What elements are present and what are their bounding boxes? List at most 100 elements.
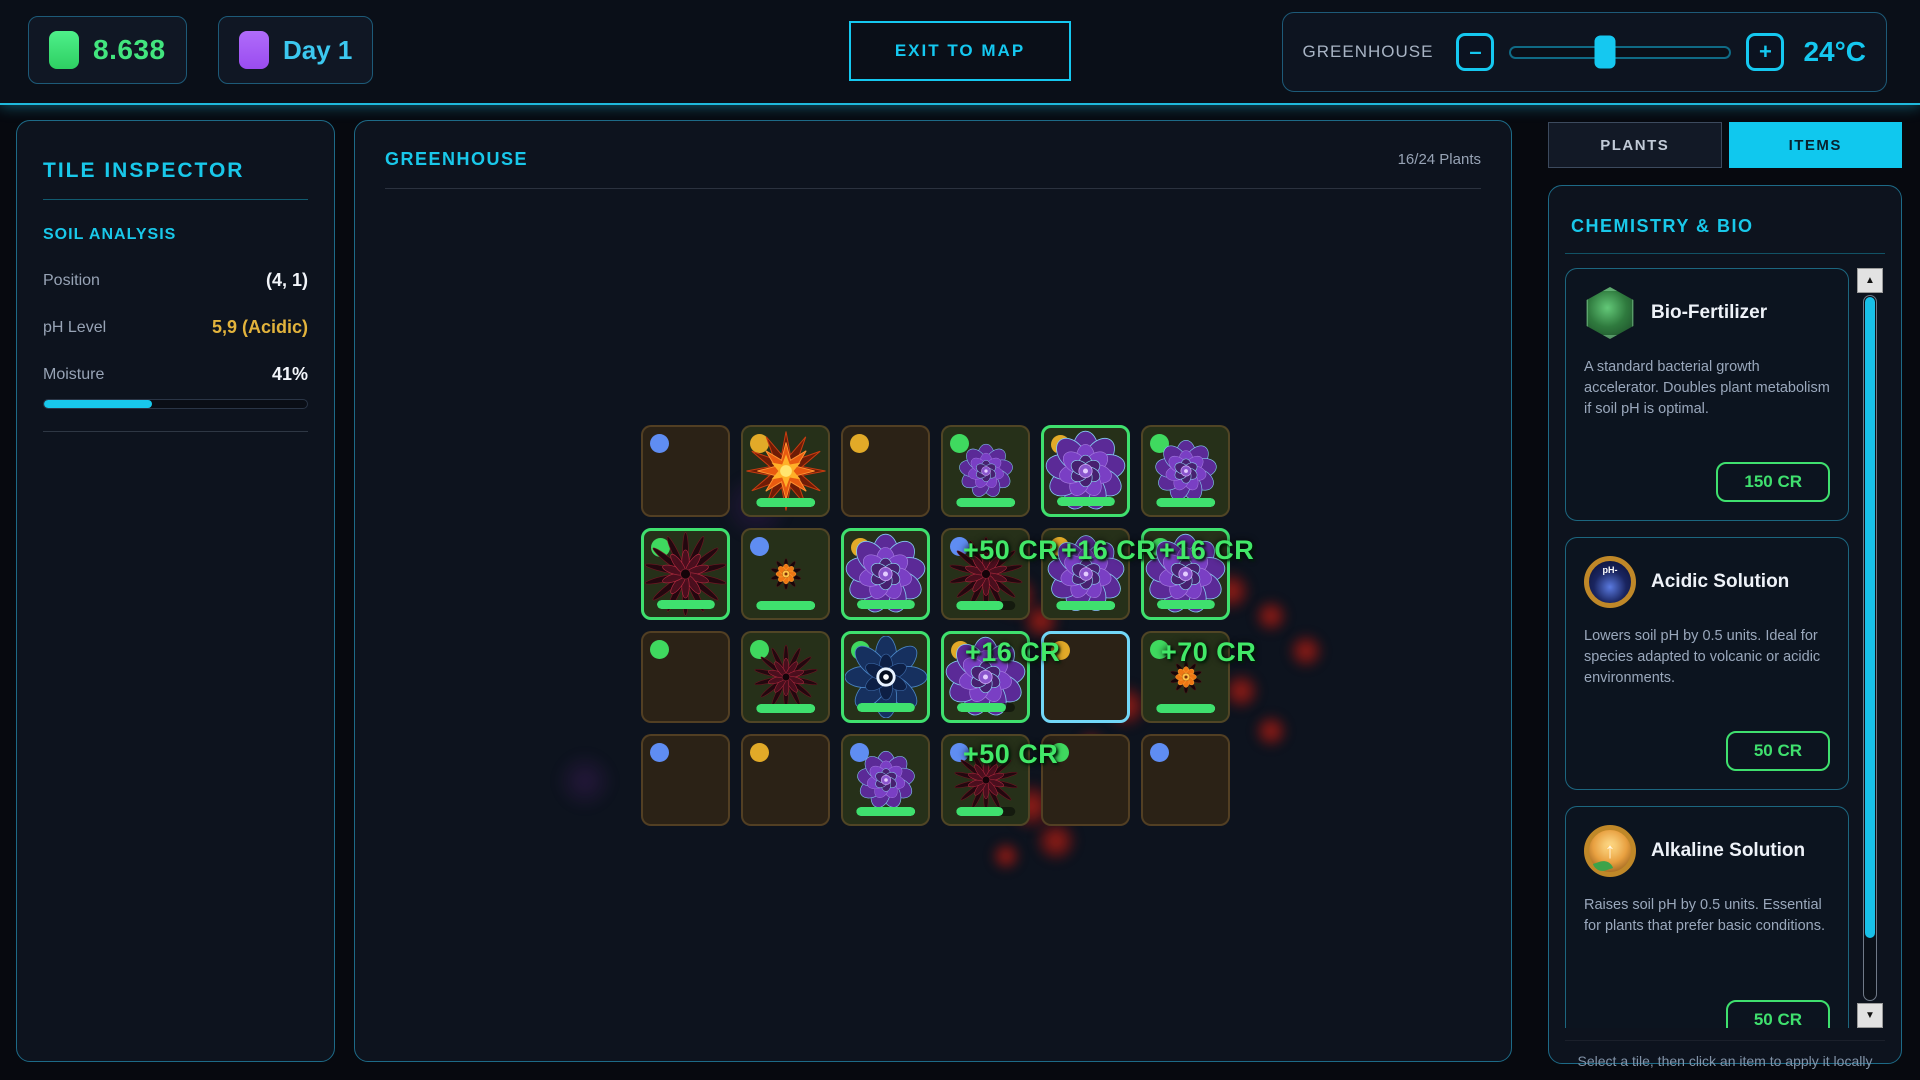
item-name: Alkaline Solution [1651, 840, 1806, 861]
item-price: 150 CR [1716, 462, 1830, 502]
item-description: Raises soil pH by 0.5 units. Essential f… [1584, 897, 1825, 935]
soil-status-dot [950, 434, 969, 453]
tab-plants[interactable]: PLANTS [1548, 122, 1722, 168]
item-card-acidic-solution[interactable]: pH- Acidic Solution Lowers soil pH by 0.… [1565, 537, 1849, 790]
items-panel: CHEMISTRY & BIO Bio-Fertilizer A standar… [1548, 185, 1902, 1069]
temperature-slider[interactable] [1509, 35, 1732, 69]
grid-tile[interactable] [1141, 734, 1230, 826]
moisture-bar [43, 399, 308, 409]
plant-rose-icon [943, 427, 1028, 515]
soil-status-dot [950, 743, 969, 762]
plant-rose-icon [944, 634, 1027, 720]
growth-bar [1156, 600, 1215, 609]
scrollbar-track[interactable] [1863, 295, 1877, 1001]
plant-orange-icon [1143, 633, 1228, 721]
plant-spiky-icon [943, 530, 1028, 618]
red-particle [1035, 820, 1077, 862]
item-price: 50 CR [1725, 731, 1830, 771]
growth-bar [1056, 497, 1115, 506]
soil-status-dot [1150, 743, 1169, 762]
plant-rose-icon [1143, 427, 1228, 515]
growth-bar [856, 600, 915, 609]
grid-tile[interactable] [641, 425, 730, 517]
grid-tile[interactable] [841, 631, 930, 723]
soil-status-dot [1050, 743, 1069, 762]
item-card-bio-fertilizer[interactable]: Bio-Fertilizer A standard bacterial grow… [1565, 268, 1849, 521]
soil-status-dot [650, 743, 669, 762]
category-title: CHEMISTRY & BIO [1565, 202, 1885, 254]
moisture-label: Moisture [43, 365, 105, 383]
soil-status-dot [850, 743, 869, 762]
greenhouse-panel: GREENHOUSE 16/24 Plants +50 CR +16 CR +16 … [354, 120, 1512, 1062]
plant-spiky-icon [943, 736, 1028, 824]
grid-tile[interactable] [741, 734, 830, 826]
soil-status-dot [650, 640, 669, 659]
scroll-up-button[interactable]: ▲ [1857, 268, 1883, 293]
grid-tile[interactable] [841, 425, 930, 517]
scroll-down-button[interactable]: ▼ [1857, 1003, 1883, 1028]
soil-status-dot [750, 537, 769, 556]
grid-tile[interactable] [641, 631, 730, 723]
soil-status-dot [750, 434, 769, 453]
soil-status-dot [1150, 640, 1169, 659]
item-name: Acidic Solution [1651, 571, 1790, 592]
growth-bar [955, 498, 1016, 507]
soil-analysis-heading: SOIL ANALYSIS [43, 226, 177, 243]
temperature-value: 24°C [1803, 36, 1866, 67]
grid-tile[interactable] [941, 425, 1030, 517]
red-particle [1254, 714, 1288, 748]
day-display: Day 1 [218, 16, 374, 84]
day-icon [239, 31, 269, 69]
grid-tile-selected[interactable] [1041, 631, 1130, 723]
grid-tile[interactable] [1041, 425, 1130, 517]
grid-tile[interactable] [741, 425, 830, 517]
temperature-control: GREENHOUSE – + 24°C [1281, 12, 1887, 92]
location-label: GREENHOUSE [1302, 42, 1434, 61]
grid-tile[interactable] [1141, 631, 1230, 723]
scrollbar-thumb[interactable] [1865, 297, 1875, 938]
slider-thumb[interactable] [1594, 35, 1616, 69]
growth-bar [1155, 704, 1216, 713]
grid-tile[interactable] [941, 631, 1030, 723]
grid-tile[interactable] [641, 734, 730, 826]
hint-text: Select a tile, then click an item to app… [1565, 1040, 1885, 1069]
plant-fire-icon [743, 427, 828, 515]
soil-status-dot [950, 537, 969, 556]
grid-tile[interactable] [1141, 528, 1230, 620]
growth-bar [855, 807, 916, 816]
plant-rose-icon [843, 736, 928, 824]
item-price: 50 CR [1725, 1000, 1830, 1028]
items-scrollbar: ▲ ▼ [1857, 268, 1883, 1028]
grid-tile[interactable] [841, 734, 930, 826]
tile-inspector-title: TILE INSPECTOR [43, 159, 308, 200]
grid-tile[interactable] [1041, 528, 1130, 620]
item-name: Bio-Fertilizer [1651, 302, 1768, 323]
soil-status-dot [1051, 641, 1070, 660]
items-list: Bio-Fertilizer A standard bacterial grow… [1565, 268, 1885, 1028]
up-arrow-icon: ↑ [1604, 838, 1616, 863]
exit-to-map-button[interactable]: EXIT TO MAP [849, 21, 1071, 81]
grid-tile[interactable] [1141, 425, 1230, 517]
divider [43, 431, 308, 432]
grid-tile[interactable] [741, 528, 830, 620]
grid-tile[interactable] [941, 528, 1030, 620]
grid-tile[interactable] [841, 528, 930, 620]
grid-tile[interactable] [941, 734, 1030, 826]
purple-haze [555, 751, 615, 811]
plant-orange-icon [743, 530, 828, 618]
grid-tile[interactable] [1041, 734, 1130, 826]
credits-icon [49, 31, 79, 69]
soil-status-dot [750, 743, 769, 762]
growth-bar [1055, 601, 1116, 610]
grid-tile[interactable] [741, 631, 830, 723]
temp-increase-button[interactable]: + [1746, 33, 1785, 71]
soil-status-dot [650, 434, 669, 453]
grid-tile[interactable] [641, 528, 730, 620]
credits-display: 8.638 [28, 16, 187, 84]
right-tabs: PLANTS ITEMS [1548, 122, 1902, 168]
position-label: Position [43, 271, 100, 289]
tab-items[interactable]: ITEMS [1728, 122, 1902, 168]
item-card-alkaline-solution[interactable]: ↑ Alkaline Solution Raises soil pH by 0.… [1565, 806, 1849, 1028]
alkaline-solution-icon: ↑ [1584, 825, 1636, 877]
temp-decrease-button[interactable]: – [1456, 33, 1495, 71]
